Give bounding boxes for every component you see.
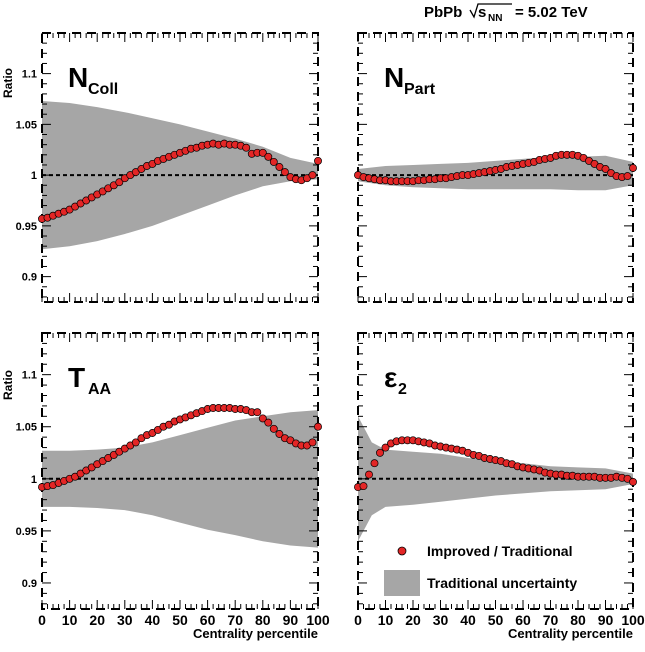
y-tick-label: 1.1 [22, 370, 37, 382]
panel-label-subscript: Part [404, 81, 436, 98]
data-point [629, 477, 637, 486]
uncertainty-band [42, 101, 318, 250]
panel-npart: N Part [354, 32, 637, 303]
energy-value: = 5.02 TeV [515, 4, 588, 21]
data-point [280, 168, 289, 177]
x-tick-label: 0 [38, 612, 46, 628]
y-tick-label: 0.95 [16, 526, 37, 538]
x-tick-label: 10 [378, 612, 394, 628]
x-tick-label: 40 [145, 612, 161, 628]
data-point [264, 418, 273, 427]
legend: Improved / Traditional Traditional uncer… [384, 543, 577, 596]
data-point [275, 163, 284, 171]
x-tick-label: 10 [62, 612, 78, 628]
sqrt-symbol [469, 3, 512, 19]
data-point [314, 422, 322, 431]
y-tick-label: 1.05 [16, 119, 37, 131]
y-tick-label: 0.9 [22, 578, 37, 590]
panel-ncoll: 0.9 0.95 1 1.05 1.1 N Coll [16, 32, 322, 303]
y-axis-title-bottom: Ratio [1, 370, 15, 400]
x-tick-label: 30 [433, 612, 449, 628]
data-point [365, 470, 373, 479]
panel-label: N [384, 62, 404, 93]
data-point [308, 438, 317, 447]
data-point [275, 430, 284, 438]
data-point [629, 164, 637, 172]
y-tick-label: 1.05 [16, 422, 37, 434]
y-tick-label: 1 [31, 170, 37, 182]
x-tick-label: 20 [405, 612, 421, 628]
x-tick-label: 90 [598, 612, 614, 628]
y-tick-label: 1 [31, 474, 37, 486]
data-point [376, 448, 384, 457]
x-tick-label: 70 [543, 612, 559, 628]
x-axis-title-right: Centrality percentile [508, 626, 633, 641]
x-tick-label: 70 [227, 612, 243, 628]
x-tick-label: 100 [306, 612, 330, 628]
data-point [269, 157, 278, 166]
x-axis-title-left: Centrality percentile [193, 626, 318, 641]
energy-subscript: NN [488, 13, 502, 24]
x-tick-label: 80 [255, 612, 271, 628]
data-point [623, 172, 632, 181]
panel-label: ε [384, 362, 397, 393]
system-label: PbPb [424, 4, 462, 21]
legend-band-label: Traditional uncertainty [427, 575, 577, 591]
x-tick-label: 20 [89, 612, 105, 628]
data-point [242, 143, 251, 152]
uncertainty-band [42, 410, 318, 548]
legend-points-label: Improved / Traditional [427, 543, 572, 559]
x-tick-label: 40 [460, 612, 476, 628]
legend-marker-icon [397, 546, 407, 556]
panel-label-subscript: Coll [88, 81, 118, 98]
data-point [314, 156, 322, 165]
panel-label-subscript: AA [88, 381, 112, 398]
x-tick-label: 60 [515, 612, 531, 628]
panel-label: T [68, 362, 85, 393]
x-tick-label: 90 [283, 612, 299, 628]
data-point [131, 438, 140, 447]
x-tick-label: 0 [354, 612, 362, 628]
energy-prefix: s [478, 4, 486, 21]
panel-eps2: 0 10 20 30 40 50 60 70 80 90 100 ε 2 [354, 332, 645, 628]
x-tick-label: 50 [488, 612, 504, 628]
data-point [601, 165, 610, 173]
collision-system-header: PbPb s NN = 5.02 TeV [424, 3, 588, 24]
y-tick-label: 0.95 [16, 221, 37, 233]
panel-label: N [68, 62, 88, 93]
legend-band-swatch [384, 570, 420, 596]
panel-taa: 0.9 0.95 1 1.05 1.1 0 10 20 30 40 50 60 70 80 90 100 T AA [16, 332, 330, 628]
x-tick-label: 50 [172, 612, 188, 628]
x-tick-label: 80 [570, 612, 586, 628]
x-tick-label: 30 [117, 612, 133, 628]
data-point [258, 148, 267, 157]
panel-label-subscript: 2 [398, 381, 407, 398]
data-point [381, 443, 390, 452]
y-tick-label: 1.1 [22, 69, 37, 81]
x-tick-label: 60 [200, 612, 216, 628]
y-tick-label: 0.9 [22, 272, 37, 284]
data-point [269, 424, 278, 433]
data-point [359, 482, 368, 491]
data-point [264, 152, 273, 161]
uncertainty-band [358, 416, 633, 542]
data-point [370, 459, 379, 468]
data-point [308, 171, 317, 180]
data-point [115, 178, 124, 187]
x-tick-label: 100 [621, 612, 645, 628]
data-point [253, 408, 262, 417]
y-axis-title-top: Ratio [1, 68, 15, 98]
data-point [258, 414, 267, 423]
